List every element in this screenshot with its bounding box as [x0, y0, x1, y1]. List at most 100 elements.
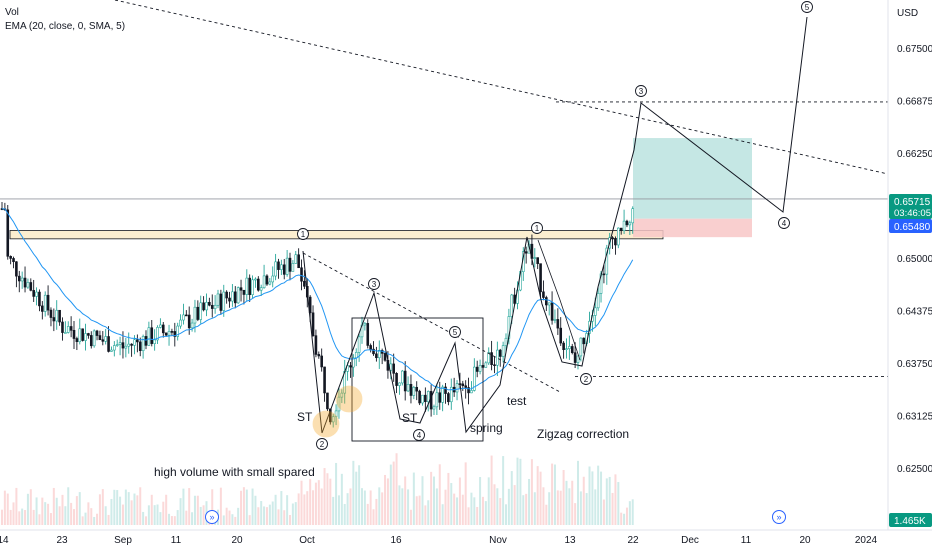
volume-bar — [219, 487, 222, 525]
descending-trendline — [302, 252, 561, 393]
candle-body — [147, 327, 151, 346]
volume-bar — [202, 505, 205, 525]
volume-bar — [133, 493, 136, 525]
time-tick-label: 22 — [627, 535, 639, 546]
volume-bar — [421, 476, 424, 525]
wave-label-circle — [801, 1, 813, 13]
volume-bar — [119, 496, 122, 525]
candle-body — [225, 291, 228, 299]
legend-ema: EMA (20, close, 0, SMA, 5) — [5, 21, 126, 32]
candle-body — [383, 353, 387, 361]
wave-label-circle — [368, 278, 380, 290]
go-to-realtime-icon[interactable]: » — [772, 510, 786, 524]
volume-bar — [326, 473, 329, 525]
candle-body — [346, 365, 349, 372]
candle-body — [461, 383, 465, 387]
candle-body — [170, 331, 174, 333]
candle-body — [141, 336, 145, 352]
candle-body — [432, 406, 436, 410]
volume-bar — [104, 506, 107, 525]
candle-body — [23, 277, 27, 288]
volume-bar — [605, 478, 608, 525]
volume-bar — [150, 494, 153, 525]
time-tick-label: 14 — [0, 535, 9, 546]
ema-price-tag: 0.65480 — [889, 219, 932, 233]
volume-bar — [375, 498, 378, 525]
volume-bar — [522, 495, 525, 525]
candle-body — [110, 349, 113, 352]
wave-label-circle — [297, 228, 309, 240]
time-tick-label: 20 — [799, 535, 811, 546]
candle-body — [447, 393, 450, 403]
volume-bar — [533, 492, 536, 525]
candle-body — [159, 324, 162, 328]
volume-bar — [516, 457, 519, 525]
volume-bar — [343, 503, 346, 525]
volume-bar — [271, 501, 274, 525]
candle-body — [631, 208, 635, 224]
volume-bar — [433, 476, 435, 525]
volume-bar — [386, 478, 389, 525]
volume-bar — [142, 511, 145, 525]
volume-bar — [162, 501, 165, 525]
volume-bar — [481, 496, 484, 525]
volume-bar — [55, 497, 58, 525]
volume-bar — [490, 455, 493, 525]
volume-bar — [631, 499, 634, 525]
candle-body — [144, 336, 148, 346]
volume-bar — [456, 497, 459, 525]
candle-body — [118, 342, 122, 345]
countdown-value: 03:46:05 — [894, 208, 931, 219]
candle-body — [464, 385, 467, 388]
volume-bar — [309, 479, 312, 525]
volume-bar — [320, 488, 323, 525]
candle-body — [161, 324, 165, 334]
volume-bar — [49, 513, 52, 525]
candle-body — [455, 383, 459, 393]
volume-bar — [361, 488, 363, 525]
candle-body — [64, 332, 67, 334]
candle-body — [323, 366, 326, 394]
candle-body — [369, 345, 372, 350]
candle-body — [121, 342, 125, 349]
wave-label-circle — [531, 222, 543, 234]
candle-body — [329, 408, 332, 423]
volume-bar — [404, 476, 407, 525]
volume-bar — [625, 507, 628, 525]
volume-bar — [260, 501, 263, 525]
candle-body — [282, 264, 286, 275]
candle-body — [490, 352, 493, 366]
candle-body — [395, 373, 398, 386]
volume-bar — [116, 490, 119, 525]
candle-body — [605, 247, 609, 275]
candle-body — [484, 362, 488, 368]
volume-bar — [176, 510, 179, 525]
candle-body — [43, 294, 47, 312]
volume-bar — [41, 497, 44, 525]
volume-bar — [505, 504, 507, 525]
candle-body — [268, 281, 272, 285]
candle-body — [533, 257, 537, 259]
volume-bar — [1, 509, 3, 525]
candle-body — [6, 209, 10, 257]
volume-bar — [18, 511, 21, 525]
wave-label-circle — [316, 438, 328, 450]
volume-bar — [245, 489, 248, 525]
current-price-tag: 0.65715 03:46:05 — [889, 194, 932, 219]
volume-bar — [268, 504, 271, 525]
wave-label: 2 — [584, 375, 589, 384]
candle-body — [596, 293, 600, 309]
volume-bar — [617, 482, 620, 525]
highlight-circle — [312, 410, 340, 438]
volume-bar — [602, 499, 605, 525]
volume-bar — [242, 487, 245, 525]
wave-label-circle — [635, 85, 647, 97]
volume-bar — [32, 509, 35, 525]
volume-bar — [124, 489, 127, 525]
volume-bar — [90, 508, 93, 525]
volume-bar — [479, 477, 482, 525]
volume-bar — [286, 495, 289, 525]
candle-body — [565, 348, 568, 350]
go-to-date-icon[interactable]: » — [205, 510, 219, 524]
